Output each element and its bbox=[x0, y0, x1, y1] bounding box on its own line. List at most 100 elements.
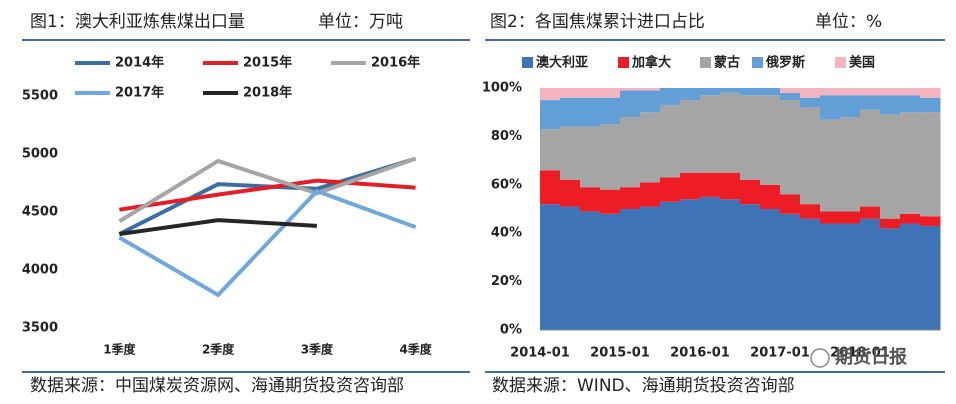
x-tick-label: 2018-01 bbox=[830, 346, 890, 361]
area-segment bbox=[860, 95, 881, 110]
y-tick-label: 5000 bbox=[22, 147, 58, 162]
legend-label: 2017年 bbox=[115, 85, 164, 101]
y-tick-label: 40% bbox=[491, 226, 522, 241]
area-segment bbox=[880, 218, 901, 229]
legend-swatch bbox=[700, 57, 711, 68]
area-segment bbox=[700, 95, 721, 173]
area-segment bbox=[780, 194, 801, 214]
x-tick-label: 2014-01 bbox=[510, 346, 570, 361]
area-segment bbox=[620, 117, 641, 188]
area-segment bbox=[820, 95, 841, 120]
area-segment bbox=[740, 88, 761, 96]
area-segment bbox=[700, 196, 721, 330]
area-segment bbox=[700, 88, 721, 96]
chart-title: 图1：澳大利亚炼焦煤出口量 bbox=[30, 12, 245, 32]
area-segment bbox=[560, 88, 581, 98]
area-segment bbox=[660, 201, 681, 330]
area-segment bbox=[600, 213, 621, 330]
area-segment bbox=[580, 211, 601, 330]
area-segment bbox=[720, 199, 741, 330]
area-segment bbox=[780, 88, 801, 93]
x-tick-label: 2016-01 bbox=[670, 346, 730, 361]
area-segment bbox=[840, 223, 861, 330]
area-segment bbox=[700, 172, 721, 197]
area-segment bbox=[660, 88, 681, 105]
legend-label: 2014年 bbox=[115, 55, 164, 71]
area-segment bbox=[640, 206, 661, 330]
area-segment bbox=[680, 172, 701, 200]
area-segment bbox=[600, 189, 621, 214]
area-segment bbox=[560, 179, 581, 207]
area-segment bbox=[720, 88, 741, 93]
area-segment bbox=[920, 225, 941, 330]
area-segment bbox=[900, 95, 921, 113]
area-segment bbox=[820, 211, 841, 224]
area-segment bbox=[880, 95, 901, 115]
area-segment bbox=[540, 204, 561, 330]
area-segment bbox=[620, 209, 641, 330]
area-segment bbox=[580, 88, 601, 98]
area-segment bbox=[620, 90, 641, 118]
area-segment bbox=[840, 95, 861, 118]
area-segment bbox=[800, 97, 821, 108]
series-line bbox=[119, 178, 416, 212]
area-segment bbox=[760, 184, 781, 209]
area-segment bbox=[740, 95, 761, 180]
y-tick-label: 4500 bbox=[22, 205, 58, 220]
area-segment bbox=[780, 92, 801, 101]
area-segment bbox=[920, 97, 941, 113]
area-segment bbox=[600, 124, 621, 190]
area-segment bbox=[900, 223, 921, 330]
area-segment bbox=[880, 88, 901, 96]
area-segment bbox=[800, 218, 821, 330]
area-segment bbox=[540, 129, 561, 171]
area-segment bbox=[860, 109, 881, 207]
y-tick-label: 20% bbox=[491, 274, 522, 289]
area-segment bbox=[620, 88, 641, 91]
area-segment bbox=[900, 88, 921, 96]
area-segment bbox=[540, 100, 561, 130]
area-segment bbox=[600, 88, 621, 98]
x-tick-label: 3季度 bbox=[301, 342, 334, 357]
area-segment bbox=[860, 218, 881, 330]
watermark: 期货日报 bbox=[835, 346, 907, 368]
area-segment bbox=[800, 204, 821, 219]
area-segment bbox=[820, 223, 841, 330]
series-line bbox=[118, 188, 417, 298]
legend-label: 蒙古 bbox=[714, 55, 740, 71]
area-segment bbox=[760, 95, 781, 185]
series-line bbox=[119, 218, 317, 237]
area-segment bbox=[720, 172, 741, 200]
area-segment bbox=[620, 187, 641, 209]
area-segment bbox=[580, 126, 601, 188]
area-segment bbox=[580, 97, 601, 127]
area-segment bbox=[840, 88, 861, 96]
legend-label: 澳大利亚 bbox=[536, 55, 588, 71]
legend-label: 加拿大 bbox=[631, 55, 671, 71]
x-tick-label: 2季度 bbox=[202, 342, 235, 357]
area-segment bbox=[640, 88, 661, 91]
area-segment bbox=[640, 90, 661, 113]
area-segment bbox=[860, 206, 881, 219]
area-segment bbox=[920, 88, 941, 98]
source-note: 数据来源：中国煤炭资源网、海通期货投资咨询部 bbox=[30, 376, 404, 396]
area-segment bbox=[920, 112, 941, 217]
area-segment bbox=[740, 204, 761, 330]
legend-swatch bbox=[522, 57, 533, 68]
area-segment bbox=[780, 100, 801, 195]
area-segment bbox=[560, 206, 581, 330]
area-segment bbox=[880, 114, 901, 219]
area-segment bbox=[560, 97, 581, 127]
area-segment bbox=[900, 112, 921, 214]
area-segment bbox=[680, 88, 701, 101]
area-segment bbox=[920, 216, 941, 226]
series-line bbox=[118, 156, 417, 223]
area-segment bbox=[540, 170, 561, 205]
y-tick-label: 4000 bbox=[22, 263, 58, 278]
area-segment bbox=[820, 119, 841, 212]
y-tick-label: 100% bbox=[482, 81, 522, 96]
area-segment bbox=[640, 112, 661, 183]
legend-swatch bbox=[835, 57, 846, 68]
y-tick-label: 0% bbox=[500, 323, 522, 338]
